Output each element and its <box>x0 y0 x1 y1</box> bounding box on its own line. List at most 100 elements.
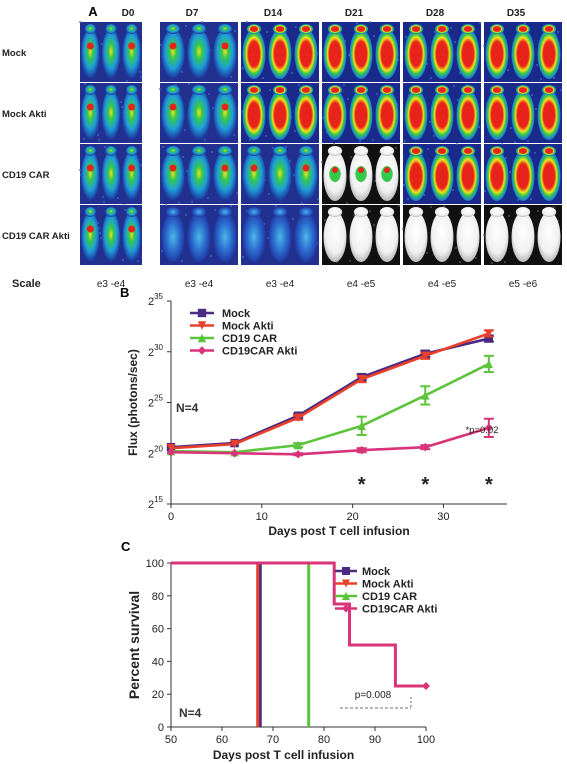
mouse-head <box>541 85 557 95</box>
legend-marker <box>342 604 350 613</box>
mouse-body <box>268 151 292 201</box>
mouse-body <box>81 29 100 79</box>
data-point <box>197 333 207 343</box>
mouse-body <box>242 90 266 140</box>
mouse-head <box>379 207 395 217</box>
panel-b-y-label: Flux (photons/sec) <box>126 349 140 456</box>
survival-curve-3 <box>171 561 426 688</box>
imaging-tile-r1-c0 <box>80 82 142 143</box>
series-3 <box>166 417 494 459</box>
mouse-head <box>434 146 450 156</box>
data-point <box>197 321 207 330</box>
x-tick-label: 60 <box>216 734 228 746</box>
mouse-head <box>515 85 531 95</box>
legend-marker <box>342 579 350 588</box>
imaging-tile-r3-c3 <box>322 204 401 265</box>
panel-c-y-label: Percent survival <box>126 591 142 699</box>
imaging-tile-r1-c1 <box>158 82 238 143</box>
mouse-body <box>161 151 185 201</box>
mouse-body <box>430 90 454 140</box>
mouse-body <box>242 212 266 262</box>
mouse-head <box>105 85 117 95</box>
x-tick-label: 10 <box>256 511 268 523</box>
mouse-head <box>105 146 117 156</box>
legend-label-0: Mock <box>362 566 391 578</box>
hotspot <box>358 167 364 173</box>
x-tick-label: 70 <box>267 734 279 746</box>
data-point <box>357 446 366 455</box>
hotspot <box>221 164 229 172</box>
mouse-body <box>294 29 318 79</box>
mouse-head <box>489 207 505 217</box>
y-tick-label: 80 <box>152 591 164 603</box>
x-tick-label: 50 <box>165 734 177 746</box>
hotspot <box>128 225 136 233</box>
mouse-head <box>246 85 262 95</box>
survival-end-marker <box>422 682 430 690</box>
mouse-head <box>408 24 424 34</box>
mouse-body <box>268 90 292 140</box>
mouse-body <box>122 90 141 140</box>
mouse-body <box>537 212 561 262</box>
mouse-head <box>327 207 343 217</box>
imaging-tile-r2-c2 <box>241 144 320 205</box>
mouse-body <box>511 90 535 140</box>
data-point <box>293 450 303 459</box>
data-point <box>484 334 494 343</box>
mouse-body <box>294 90 318 140</box>
mouse-body <box>81 151 100 201</box>
mouse-body <box>456 212 480 262</box>
mouse-body <box>485 212 509 262</box>
mouse-body <box>537 151 561 201</box>
imaging-tile-r0-c1 <box>159 20 238 82</box>
imaging-tile-r3-c4 <box>401 204 481 265</box>
mouse-body <box>187 151 211 201</box>
mouse-body <box>349 90 373 140</box>
mouse-head <box>353 207 369 217</box>
mouse-head <box>84 146 97 156</box>
imaging-tile-r0-c2 <box>241 20 319 82</box>
significance-star-2: * <box>485 474 493 496</box>
mouse-head <box>541 24 557 34</box>
mouse-body <box>81 212 100 262</box>
mouse-body <box>404 90 428 140</box>
data-point <box>421 351 430 361</box>
survival-curve-2 <box>171 561 311 727</box>
hotspot <box>86 103 94 111</box>
mouse-body <box>485 151 509 201</box>
mouse-head <box>125 24 138 34</box>
mouse-head <box>408 207 424 217</box>
mouse-head <box>191 85 207 95</box>
mouse-head <box>460 85 476 95</box>
x-tick-label: 90 <box>369 734 381 746</box>
row-label-1: Mock Akti <box>2 109 47 120</box>
panel-b-letter: B <box>120 285 129 300</box>
data-point <box>357 374 366 384</box>
panel-b-x-label: Days post T cell infusion <box>268 524 409 538</box>
series-line <box>170 337 490 449</box>
imaging-tile-r2-c0 <box>78 144 143 204</box>
data-point <box>421 391 430 400</box>
imaging-tile-r1-c5 <box>484 83 563 144</box>
mouse-head <box>272 146 288 156</box>
mouse-body <box>430 29 454 79</box>
panel-c-n-annotation: N=4 <box>179 706 202 720</box>
scale-value-0: e3 -e4 <box>97 279 126 290</box>
legend-label-2: CD19 CAR <box>222 333 277 345</box>
x-tick-label: 30 <box>437 511 449 523</box>
mouse-body <box>537 90 561 140</box>
mouse-body <box>213 212 237 262</box>
data-point <box>293 440 303 450</box>
mouse-head <box>246 146 262 156</box>
mouse-body <box>349 29 373 79</box>
hotspot <box>169 164 177 172</box>
mouse-head <box>489 85 505 95</box>
mouse-head <box>84 207 97 217</box>
data-point <box>197 308 207 318</box>
mouse-body <box>485 29 509 79</box>
mouse-head <box>272 85 288 95</box>
hotspot <box>384 167 390 173</box>
mouse-head <box>84 24 97 34</box>
data-point <box>484 423 494 433</box>
